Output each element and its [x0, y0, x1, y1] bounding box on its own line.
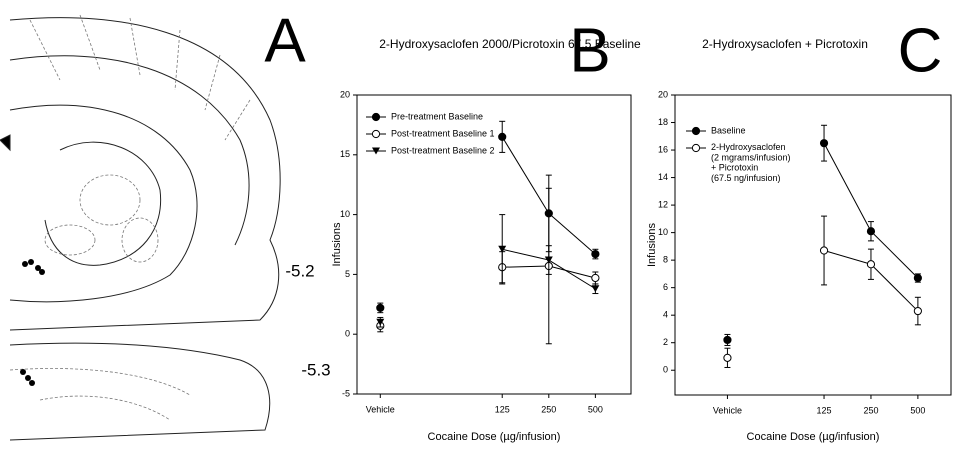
y-tick-label: 14 — [658, 172, 668, 182]
chart-title: 2-Hydroxysaclofen 2000/Picrotoxin 67.5 B… — [379, 37, 641, 51]
marker — [819, 139, 829, 148]
x-tick-label: 250 — [541, 404, 556, 414]
marker — [913, 273, 922, 283]
marker — [819, 246, 829, 255]
connector — [823, 142, 872, 232]
y-tick-label: 8 — [663, 255, 668, 265]
y-tick-label: 16 — [658, 144, 668, 154]
y-tick-label: 15 — [340, 149, 350, 159]
x-tick-label: 250 — [863, 405, 878, 415]
plot-frame — [674, 94, 952, 396]
connector — [502, 248, 549, 261]
x-tick-label: 500 — [588, 404, 603, 414]
marker — [723, 353, 732, 362]
connector — [502, 265, 549, 268]
level-label: -5.3 — [301, 360, 330, 379]
y-tick-label: 20 — [340, 89, 350, 99]
y-tick-label: 5 — [345, 269, 350, 279]
chart-title: 2-Hydroxysaclofen + Picrotoxin — [702, 37, 868, 51]
legend-marker — [371, 129, 381, 139]
connector — [548, 213, 596, 255]
legend-marker — [691, 126, 701, 136]
marker — [866, 227, 876, 236]
y-tick-label: 10 — [658, 227, 668, 237]
panel-label: C — [898, 16, 943, 85]
x-tick-label: Vehicle — [366, 404, 395, 414]
y-tick-label: 12 — [658, 199, 668, 209]
x-tick-label: 500 — [910, 405, 925, 415]
brain-atlas — [0, 14, 281, 441]
x-tick-label: 125 — [495, 404, 510, 414]
y-tick-label: 6 — [663, 282, 668, 292]
level-label: -5.2 — [285, 261, 314, 280]
connector — [870, 230, 919, 279]
marker — [866, 260, 876, 269]
marker — [498, 132, 507, 141]
y-tick-label: 20 — [658, 89, 668, 99]
plot-frame — [356, 94, 632, 395]
y-tick-label: 18 — [658, 117, 668, 127]
connector — [548, 259, 596, 290]
x-tick-label: 125 — [817, 405, 832, 415]
marker — [376, 303, 385, 312]
x-axis-label: Cocaine Dose (µg/infusion) — [428, 431, 561, 443]
legend-marker — [371, 112, 381, 122]
connector — [501, 136, 550, 214]
panel-label: B — [569, 16, 610, 85]
marker — [723, 335, 732, 345]
legend-marker — [372, 147, 380, 155]
legend-label: Post-treatment Baseline 2 — [391, 145, 495, 155]
legend-label: 2-Hydroxysaclofen (2 mgrams/infusion) + Pi… — [711, 142, 791, 183]
y-axis-label: Infusions — [646, 222, 658, 267]
x-axis-label: Cocaine Dose (µg/infusion) — [747, 431, 880, 443]
y-axis-label: Infusions — [331, 222, 343, 267]
y-tick-label: -5 — [342, 388, 350, 398]
y-tick-label: 10 — [340, 209, 350, 219]
connector — [870, 263, 919, 312]
marker — [376, 318, 385, 326]
y-tick-label: 2 — [663, 337, 668, 347]
y-tick-label: 4 — [663, 310, 668, 320]
marker — [498, 245, 507, 253]
marker — [913, 306, 922, 316]
legend-label: Post-treatment Baseline 1 — [391, 128, 495, 138]
marker — [591, 273, 600, 283]
panel-label: A — [264, 6, 306, 75]
connector — [548, 265, 596, 279]
connector — [823, 250, 872, 265]
legend-label: Baseline — [711, 125, 746, 135]
legend-marker — [691, 143, 701, 153]
marker — [544, 256, 553, 264]
marker — [591, 249, 600, 259]
x-tick-label: Vehicle — [713, 405, 742, 415]
y-tick-label: 0 — [663, 365, 668, 375]
marker — [591, 285, 600, 293]
legend-label: Pre-treatment Baseline — [391, 111, 483, 121]
y-tick-label: 0 — [345, 329, 350, 339]
